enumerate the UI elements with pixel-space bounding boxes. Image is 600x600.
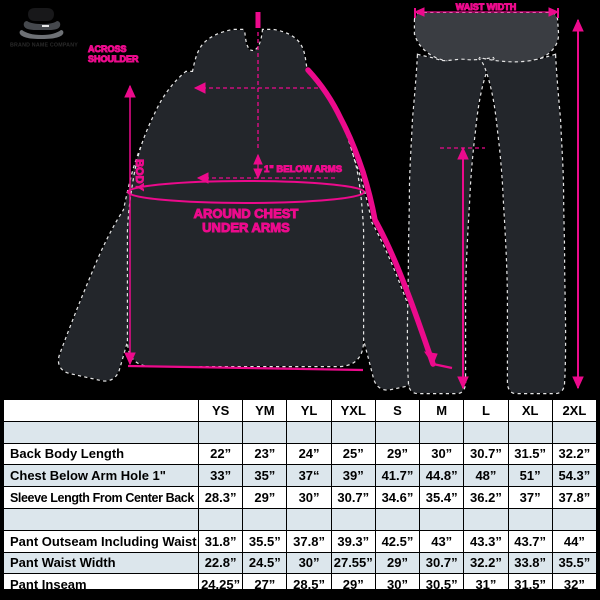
svg-text:ACROSS: ACROSS	[88, 44, 127, 54]
svg-text:BRAND NAME COMPANY: BRAND NAME COMPANY	[10, 43, 78, 49]
svg-text:AROUND CHEST: AROUND CHEST	[194, 206, 299, 221]
svg-text:1" BELOW ARMS: 1" BELOW ARMS	[264, 164, 342, 175]
svg-text:SHOULDER: SHOULDER	[88, 54, 139, 64]
svg-text:UNDER ARMS: UNDER ARMS	[202, 220, 290, 235]
svg-text:WAIST WIDTH: WAIST WIDTH	[456, 2, 517, 12]
